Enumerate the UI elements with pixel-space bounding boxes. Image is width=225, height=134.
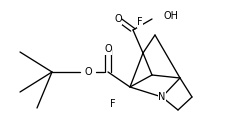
Text: N: N [158,92,166,102]
Text: F: F [137,17,143,27]
Text: O: O [84,67,92,77]
Text: O: O [114,14,122,24]
Text: O: O [104,44,112,54]
Text: F: F [110,99,116,109]
Text: OH: OH [163,11,178,21]
